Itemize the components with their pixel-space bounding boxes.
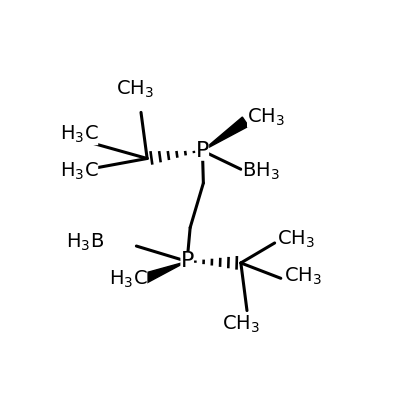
Text: P: P — [195, 141, 209, 161]
Text: CH$_3$: CH$_3$ — [221, 314, 259, 335]
Text: BH$_3$: BH$_3$ — [242, 161, 279, 182]
Text: H$_3$C: H$_3$C — [59, 124, 98, 145]
Text: CH$_3$: CH$_3$ — [116, 79, 153, 100]
Text: P: P — [180, 251, 193, 271]
Text: CH$_3$: CH$_3$ — [276, 228, 315, 250]
Text: CH$_3$: CH$_3$ — [283, 266, 321, 287]
Polygon shape — [139, 261, 187, 285]
Text: CH$_3$: CH$_3$ — [246, 107, 284, 128]
Text: H$_3$C: H$_3$C — [108, 269, 147, 290]
Text: H$_3$B: H$_3$B — [66, 231, 104, 253]
Polygon shape — [202, 117, 248, 151]
Text: H$_3$C: H$_3$C — [59, 161, 98, 182]
